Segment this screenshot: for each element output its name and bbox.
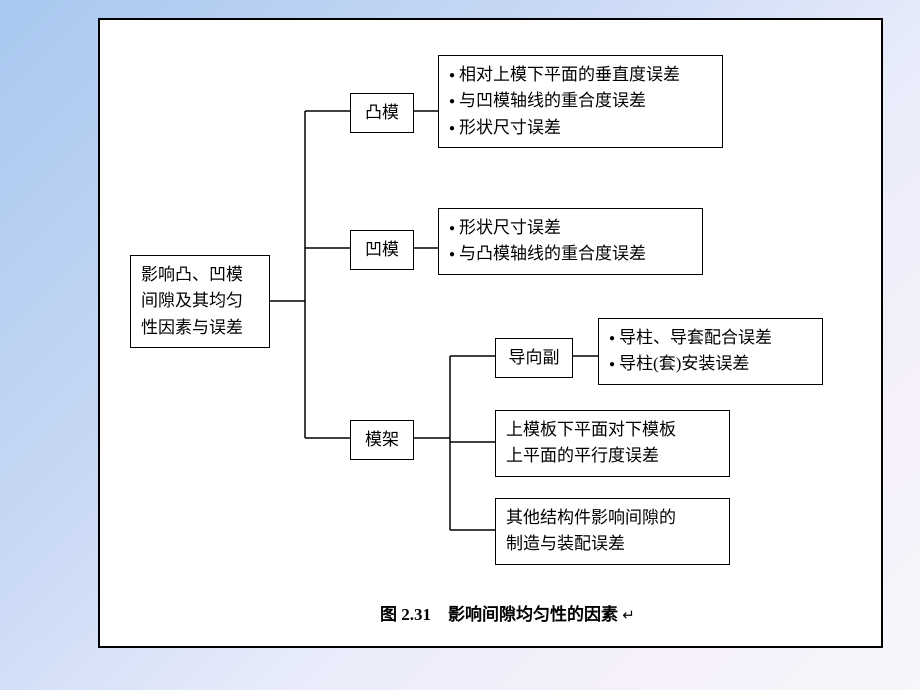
branch1-node: 凸模	[350, 93, 414, 133]
caption-suffix: ↵	[622, 608, 635, 624]
figure-caption: 图 2.31 影响间隙均匀性的因素 ↵	[380, 600, 635, 625]
root-line2: 间隙及其均匀	[141, 288, 259, 314]
branch1-detail: 相对上模下平面的垂直度误差 与凹模轴线的重合度误差 形状尺寸误差	[438, 55, 723, 148]
sub3-node: 其他结构件影响间隙的 制造与装配误差	[495, 498, 730, 565]
sub1-item: 导柱(套)安装误差	[609, 351, 812, 377]
branch3-node: 模架	[350, 420, 414, 460]
sub3-line1: 其他结构件影响间隙的	[506, 505, 719, 531]
sub1-item: 导柱、导套配合误差	[609, 325, 812, 351]
branch1-list: 相对上模下平面的垂直度误差 与凹模轴线的重合度误差 形状尺寸误差	[449, 62, 712, 141]
branch1-item: 相对上模下平面的垂直度误差	[449, 62, 712, 88]
sub3-line2: 制造与装配误差	[506, 531, 719, 557]
sub2-line2: 上平面的平行度误差	[506, 443, 719, 469]
root-node: 影响凸、凹模 间隙及其均匀 性因素与误差	[130, 255, 270, 348]
branch2-label: 凹模	[365, 240, 399, 259]
branch2-list: 形状尺寸误差 与凸模轴线的重合度误差	[449, 215, 692, 268]
branch3-label: 模架	[365, 430, 399, 449]
branch2-item: 与凸模轴线的重合度误差	[449, 241, 692, 267]
branch2-node: 凹模	[350, 230, 414, 270]
caption-title: 影响间隙均匀性的因素	[448, 605, 618, 624]
sub1-node: 导向副	[495, 338, 573, 378]
branch2-item: 形状尺寸误差	[449, 215, 692, 241]
branch1-label: 凸模	[365, 103, 399, 122]
sub2-node: 上模板下平面对下模板 上平面的平行度误差	[495, 410, 730, 477]
sub1-list: 导柱、导套配合误差 导柱(套)安装误差	[609, 325, 812, 378]
branch1-item: 形状尺寸误差	[449, 115, 712, 141]
root-line3: 性因素与误差	[141, 315, 259, 341]
root-line1: 影响凸、凹模	[141, 262, 259, 288]
branch1-item: 与凹模轴线的重合度误差	[449, 88, 712, 114]
diagram-frame: 影响凸、凹模 间隙及其均匀 性因素与误差 凸模 相对上模下平面的垂直度误差 与凹…	[98, 18, 883, 648]
sub1-label: 导向副	[509, 348, 560, 367]
sub2-line1: 上模板下平面对下模板	[506, 417, 719, 443]
branch2-detail: 形状尺寸误差 与凸模轴线的重合度误差	[438, 208, 703, 275]
sub1-detail: 导柱、导套配合误差 导柱(套)安装误差	[598, 318, 823, 385]
caption-prefix: 图 2.31	[380, 605, 431, 624]
